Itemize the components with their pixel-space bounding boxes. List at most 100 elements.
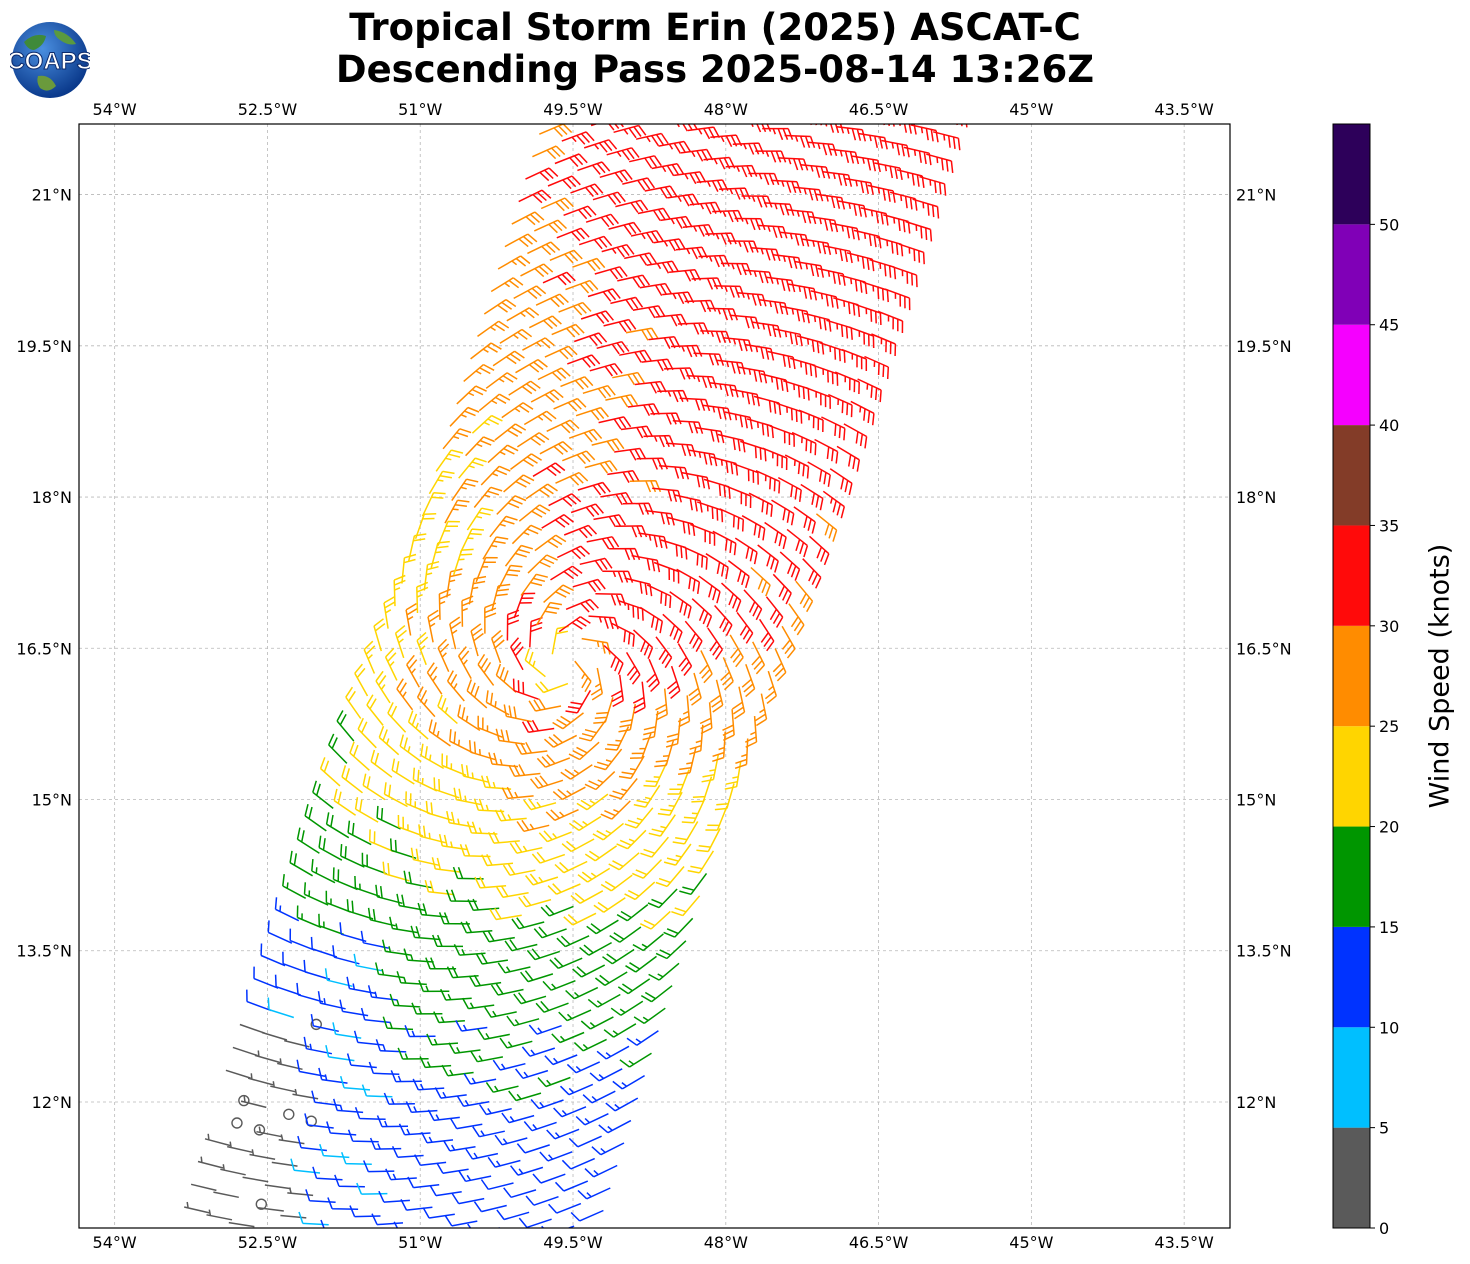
wind-barb — [637, 207, 671, 221]
colorbar-tick-label: 40 — [1379, 416, 1399, 435]
wind-barb — [677, 643, 693, 676]
lat-tick-right: 12°N — [1236, 1093, 1276, 1112]
wind-barb — [688, 449, 718, 467]
wind-barb — [296, 905, 322, 929]
wind-barb — [720, 262, 752, 276]
wind-barb — [555, 471, 589, 486]
colorbar-segment — [1333, 1127, 1370, 1228]
wind-barb — [903, 146, 932, 166]
wind-barb — [703, 156, 736, 170]
wind-barb — [442, 428, 472, 450]
wind-barb — [378, 725, 400, 756]
wind-barb — [755, 470, 781, 494]
wind-barb — [810, 290, 839, 309]
wind-barb — [594, 266, 628, 280]
wind-barb — [459, 528, 484, 553]
wind-barb — [864, 355, 890, 380]
wind-barb — [845, 177, 874, 195]
wind-barb — [472, 1126, 505, 1138]
wind-barb — [843, 423, 868, 449]
wind-barb — [471, 414, 503, 434]
colorbar-tick-label: 20 — [1379, 818, 1399, 837]
wind-barb — [796, 335, 825, 355]
lon-tick-top: 46.5°W — [849, 100, 909, 119]
wind-barb — [590, 667, 604, 701]
wind-barb — [639, 910, 671, 930]
wind-barb — [458, 457, 487, 479]
wind-barb — [339, 1075, 371, 1091]
wind-barb — [530, 775, 564, 789]
wind-barb — [576, 793, 609, 811]
wind-barb — [504, 939, 538, 952]
wind-barb — [280, 1214, 307, 1219]
wind-barb — [689, 724, 704, 755]
wind-barb — [360, 1007, 391, 1024]
wind-barb — [423, 560, 440, 591]
wind-barb — [456, 1095, 490, 1108]
wind-barb — [784, 454, 810, 479]
wind-barb — [512, 678, 539, 700]
wind-barb — [772, 253, 803, 270]
wind-barb — [455, 1020, 488, 1032]
wind-barb — [382, 1016, 414, 1031]
wind-barb — [267, 920, 293, 944]
wind-barb — [424, 880, 455, 896]
wind-barb — [871, 333, 897, 357]
wind-barb — [560, 764, 593, 780]
wind-barb — [707, 307, 739, 321]
wind-barb — [518, 895, 552, 908]
lon-tick-top: 45°W — [1009, 100, 1053, 119]
wind-barb — [405, 602, 418, 636]
calm-wind-circle — [283, 1108, 295, 1120]
wind-barb — [572, 257, 606, 272]
wind-barb — [687, 850, 715, 874]
wind-barb — [733, 463, 759, 485]
lon-tick-top: 43.5°W — [1154, 100, 1214, 119]
wind-barb — [677, 747, 697, 776]
wind-barb — [520, 970, 554, 983]
wind-barb — [574, 660, 592, 693]
wind-barb — [445, 889, 477, 903]
wind-barb — [586, 536, 620, 550]
wind-barbs — [184, 124, 968, 1228]
wind-barb — [625, 327, 659, 341]
wind-barb — [495, 663, 517, 693]
wind-barb — [437, 638, 450, 673]
wind-barb — [510, 453, 542, 471]
wind-barb — [466, 679, 488, 709]
wind-barb — [556, 935, 590, 948]
wind-barb — [582, 384, 616, 399]
wind-barb — [793, 506, 816, 534]
wind-barb — [282, 951, 308, 974]
wind-barb — [516, 432, 550, 448]
wind-barb — [601, 243, 635, 258]
wind-barb — [587, 288, 621, 302]
wind-barb — [449, 1117, 483, 1130]
wind-barb — [393, 1221, 399, 1228]
wind-barb — [368, 829, 394, 853]
wind-barb — [584, 460, 618, 474]
wind-barb — [647, 888, 678, 909]
wind-barb — [634, 380, 667, 394]
wind-barb — [705, 553, 729, 580]
wind-barb — [184, 1201, 210, 1214]
wind-barb — [264, 1184, 291, 1190]
wind-barb — [579, 941, 612, 956]
wind-barb — [518, 1217, 552, 1228]
wind-barb — [593, 748, 623, 771]
wind-barb — [482, 536, 509, 560]
wind-barb — [354, 663, 369, 697]
wind-barb — [477, 320, 510, 338]
wind-barb — [774, 328, 803, 347]
wind-barb — [463, 1073, 497, 1085]
wind-barb — [905, 220, 933, 242]
lon-tick-top: 48°W — [704, 100, 748, 119]
wind-barb — [565, 690, 592, 714]
wind-barb — [786, 209, 817, 225]
wind-barb — [305, 1189, 336, 1204]
wind-barb — [757, 544, 779, 573]
wind-barb — [497, 962, 531, 974]
wind-barb — [624, 252, 657, 266]
wind-barb — [643, 434, 675, 448]
wind-barb — [204, 1133, 231, 1147]
